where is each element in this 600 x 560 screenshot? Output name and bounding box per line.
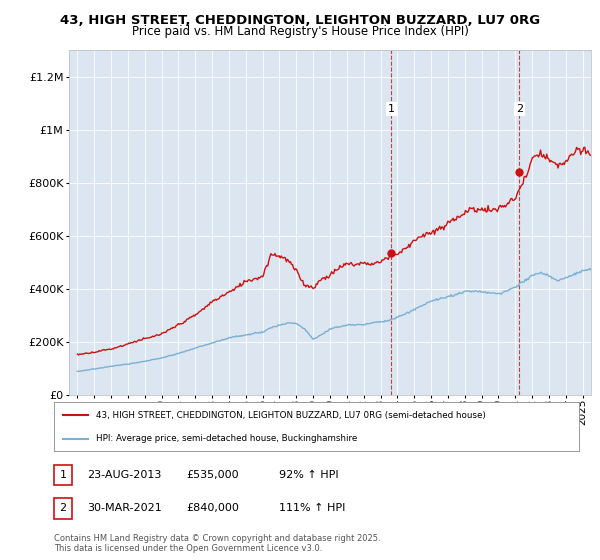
Text: 2: 2 <box>516 104 523 114</box>
Text: 1: 1 <box>388 104 395 114</box>
Text: 92% ↑ HPI: 92% ↑ HPI <box>279 470 338 480</box>
Text: 1: 1 <box>59 470 67 480</box>
Text: £535,000: £535,000 <box>186 470 239 480</box>
Text: 2: 2 <box>59 503 67 514</box>
Text: Price paid vs. HM Land Registry's House Price Index (HPI): Price paid vs. HM Land Registry's House … <box>131 25 469 38</box>
Text: 43, HIGH STREET, CHEDDINGTON, LEIGHTON BUZZARD, LU7 0RG: 43, HIGH STREET, CHEDDINGTON, LEIGHTON B… <box>60 14 540 27</box>
Text: 43, HIGH STREET, CHEDDINGTON, LEIGHTON BUZZARD, LU7 0RG (semi-detached house): 43, HIGH STREET, CHEDDINGTON, LEIGHTON B… <box>96 410 486 420</box>
Text: 111% ↑ HPI: 111% ↑ HPI <box>279 503 346 514</box>
Text: £840,000: £840,000 <box>186 503 239 514</box>
Text: 30-MAR-2021: 30-MAR-2021 <box>87 503 162 514</box>
Text: Contains HM Land Registry data © Crown copyright and database right 2025.
This d: Contains HM Land Registry data © Crown c… <box>54 534 380 553</box>
Text: 23-AUG-2013: 23-AUG-2013 <box>87 470 161 480</box>
Text: HPI: Average price, semi-detached house, Buckinghamshire: HPI: Average price, semi-detached house,… <box>96 434 357 443</box>
